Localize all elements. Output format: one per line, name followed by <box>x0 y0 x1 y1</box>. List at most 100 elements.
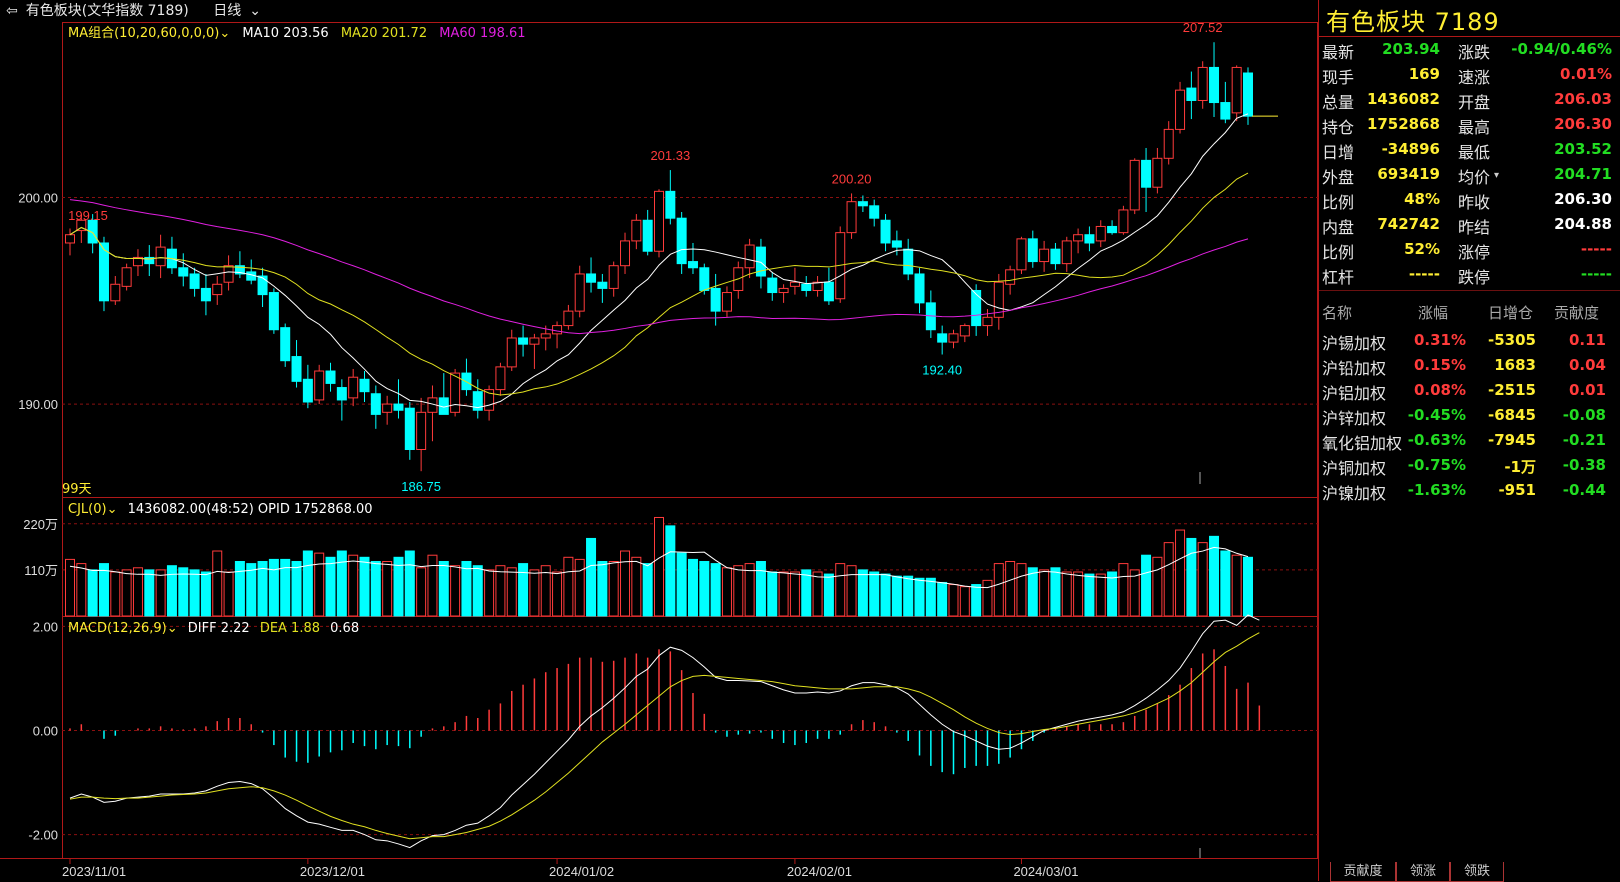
component-change: -0.63% <box>1407 431 1466 449</box>
macd-indicator-selector[interactable]: MACD(12,26,9)⌄ <box>68 621 178 636</box>
period-selector[interactable]: 日线 ⌄ <box>213 3 261 19</box>
candle-up <box>450 372 461 413</box>
volume-bar-down <box>687 558 698 617</box>
ma-indicator-selector[interactable]: MA组合(10,20,60,0,0,0)⌄ <box>68 26 231 41</box>
title-divider <box>1318 36 1620 37</box>
macd-legend: MACD(12,26,9)⌄ DIFF 2.22 DEA 1.88 0.68 <box>68 621 359 636</box>
column-header[interactable]: 贡献度 <box>1554 304 1600 322</box>
candle-up <box>563 310 574 327</box>
volume-bar-up <box>721 567 732 617</box>
days-label: 99天 <box>62 482 92 497</box>
component-name[interactable]: 沪铝加权 <box>1322 384 1387 403</box>
candle-up <box>495 366 506 391</box>
tab-top-losers[interactable]: 领跌 <box>1450 862 1504 882</box>
volume-bar-up <box>993 563 1004 617</box>
component-change: -0.45% <box>1407 406 1466 424</box>
volume-bar-down <box>200 571 211 617</box>
volume-bar-down <box>755 561 766 617</box>
candle-up <box>1163 128 1174 159</box>
column-header[interactable]: 日增仓 <box>1488 304 1534 322</box>
quote-label: 外盘 <box>1322 168 1355 187</box>
quote-label: 昨结 <box>1458 218 1491 237</box>
candle-up <box>552 325 563 335</box>
quote-label: 涨跌 <box>1458 43 1491 62</box>
candle-down <box>665 190 676 219</box>
candle-up <box>993 281 1004 318</box>
ma60-line <box>69 199 1249 335</box>
candle-down <box>268 292 279 331</box>
volume-bar-down <box>144 569 155 617</box>
component-oi-change: 1683 <box>1494 356 1536 374</box>
column-header[interactable]: 名称 <box>1322 304 1353 322</box>
candle-up <box>212 283 223 296</box>
volume-bar-down <box>586 537 597 617</box>
candle-down <box>200 287 211 302</box>
quote-value: 206.30 <box>1554 115 1612 133</box>
volume-bar-down <box>1050 567 1061 617</box>
high-annotation: 201.33 <box>650 148 690 163</box>
volume-bar-up <box>110 571 121 617</box>
volume-bar-down <box>925 577 936 617</box>
candle-down <box>359 378 370 393</box>
volume-bar-down <box>178 567 189 617</box>
quote-label: 总量 <box>1322 93 1355 112</box>
volume-bar-up <box>484 569 495 617</box>
caret-down-icon[interactable]: ▾ <box>1494 170 1500 181</box>
candle-up <box>1005 269 1016 285</box>
candle-up <box>812 281 823 291</box>
candle-down <box>189 273 200 289</box>
quote-value: 203.52 <box>1554 140 1612 158</box>
volume-bar-up <box>529 569 540 617</box>
candle-up <box>1061 240 1072 265</box>
volume-bar-down <box>665 525 676 617</box>
candle-down <box>880 219 891 244</box>
component-name[interactable]: 沪铅加权 <box>1322 359 1387 378</box>
tab-contribution[interactable]: 贡献度 <box>1330 862 1396 882</box>
volume-bar-down <box>393 556 404 617</box>
candle-down <box>823 281 834 302</box>
quote-value: 48% <box>1404 190 1440 208</box>
volume-bar-down <box>1141 554 1152 617</box>
component-name[interactable]: 沪锡加权 <box>1322 334 1387 353</box>
candle-up <box>1016 238 1027 271</box>
candle-up <box>982 316 993 327</box>
volume-bar-up <box>540 565 551 617</box>
volume-indicator-selector[interactable]: CJL(0)⌄ <box>68 502 118 517</box>
high-annotation: 207.52 <box>1183 20 1223 35</box>
candle-up <box>959 325 970 337</box>
component-name[interactable]: 沪镍加权 <box>1322 484 1387 503</box>
candle-down <box>1243 72 1253 117</box>
tab-top-gainers[interactable]: 领涨 <box>1396 862 1450 882</box>
candle-down <box>597 281 608 289</box>
chart-canvas[interactable]: 200.00 190.00 220万 110万 2.00 0.00 -2.00 2023/11… <box>0 0 1318 881</box>
volume-bar-up <box>812 571 823 617</box>
volume-bar-up <box>1005 561 1016 617</box>
volume-bar-down <box>597 561 608 617</box>
back-arrow-icon[interactable]: ⇦ <box>6 3 18 19</box>
candle-down <box>642 219 653 252</box>
component-contribution: 0.01 <box>1568 381 1606 399</box>
quote-value: -34896 <box>1381 140 1440 158</box>
component-contribution: 0.04 <box>1568 356 1606 374</box>
component-oi-change: -951 <box>1498 481 1536 499</box>
candle-down <box>302 378 313 403</box>
column-header[interactable]: 涨幅 <box>1418 304 1449 322</box>
volume-bar-down <box>880 573 891 617</box>
volume-bar-down <box>676 552 687 617</box>
volume-bar-up <box>427 554 438 617</box>
candle-up <box>1129 159 1140 211</box>
candle-down <box>687 261 698 269</box>
component-name[interactable]: 沪锌加权 <box>1322 409 1387 428</box>
volume-bar-down <box>166 565 177 617</box>
quote-label: 日增 <box>1322 143 1355 162</box>
volume-bar-up <box>1163 542 1174 617</box>
volume-bar-up <box>563 556 574 617</box>
component-name[interactable]: 沪铜加权 <box>1322 459 1387 478</box>
volume-bar-up <box>76 563 87 617</box>
candle-up <box>1231 66 1242 114</box>
candle-up <box>1118 209 1129 234</box>
candle-up <box>132 256 143 267</box>
diff-value: DIFF 2.22 <box>187 621 250 636</box>
component-name[interactable]: 氧化铝加权 <box>1322 434 1403 453</box>
candle-down <box>370 393 381 415</box>
